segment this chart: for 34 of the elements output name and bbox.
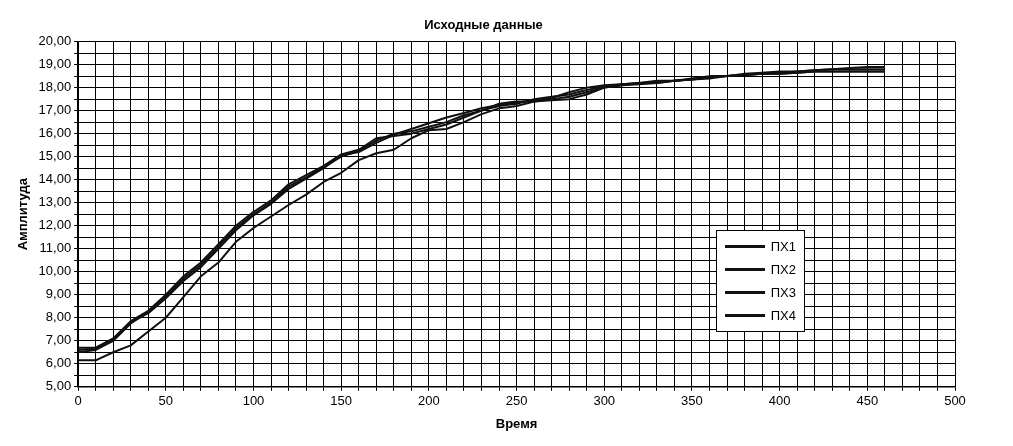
x-tick-label: 350 — [681, 393, 703, 409]
legend-label: ПХ4 — [770, 308, 796, 323]
x-tick-label: 0 — [74, 393, 82, 409]
y-tick-label: 10,00 — [38, 263, 72, 279]
x-axis-title: Время — [495, 415, 538, 431]
legend-label: ПХ1 — [770, 239, 796, 254]
y-tick-label: 13,00 — [38, 194, 72, 210]
y-tick-label: 7,00 — [45, 332, 72, 348]
y-axis-title: Амплитуда — [15, 177, 31, 251]
y-tick-label: 6,00 — [45, 355, 72, 371]
legend-label: ПХ2 — [770, 262, 796, 277]
y-tick-label: 17,00 — [38, 102, 72, 118]
y-tick-label: 19,00 — [38, 56, 72, 72]
y-tick-label: 5,00 — [45, 378, 72, 394]
chart-title: Исходные данные — [424, 17, 543, 33]
x-tick-label: 250 — [505, 393, 528, 409]
x-tick-label: 100 — [242, 393, 265, 409]
x-tick-label: 50 — [158, 393, 174, 409]
y-tick-label: 9,00 — [45, 286, 72, 302]
y-tick-label: 15,00 — [38, 148, 72, 164]
legend-label: ПХ3 — [770, 285, 796, 300]
y-tick-label: 18,00 — [38, 79, 72, 95]
x-tick-label: 300 — [593, 393, 616, 409]
x-tick-label: 400 — [768, 393, 791, 409]
y-tick-label: 12,00 — [38, 217, 72, 233]
y-tick-label: 11,00 — [39, 240, 72, 256]
y-tick-label: 16,00 — [38, 125, 72, 141]
y-tick-label: 14,00 — [38, 171, 72, 187]
x-tick-label: 150 — [330, 393, 353, 409]
x-tick-label: 200 — [418, 393, 440, 409]
y-tick-label: 20,00 — [38, 33, 72, 49]
y-tick-label: 8,00 — [45, 309, 72, 325]
x-tick-label: 450 — [856, 393, 879, 409]
x-tick-label: 500 — [944, 393, 966, 409]
